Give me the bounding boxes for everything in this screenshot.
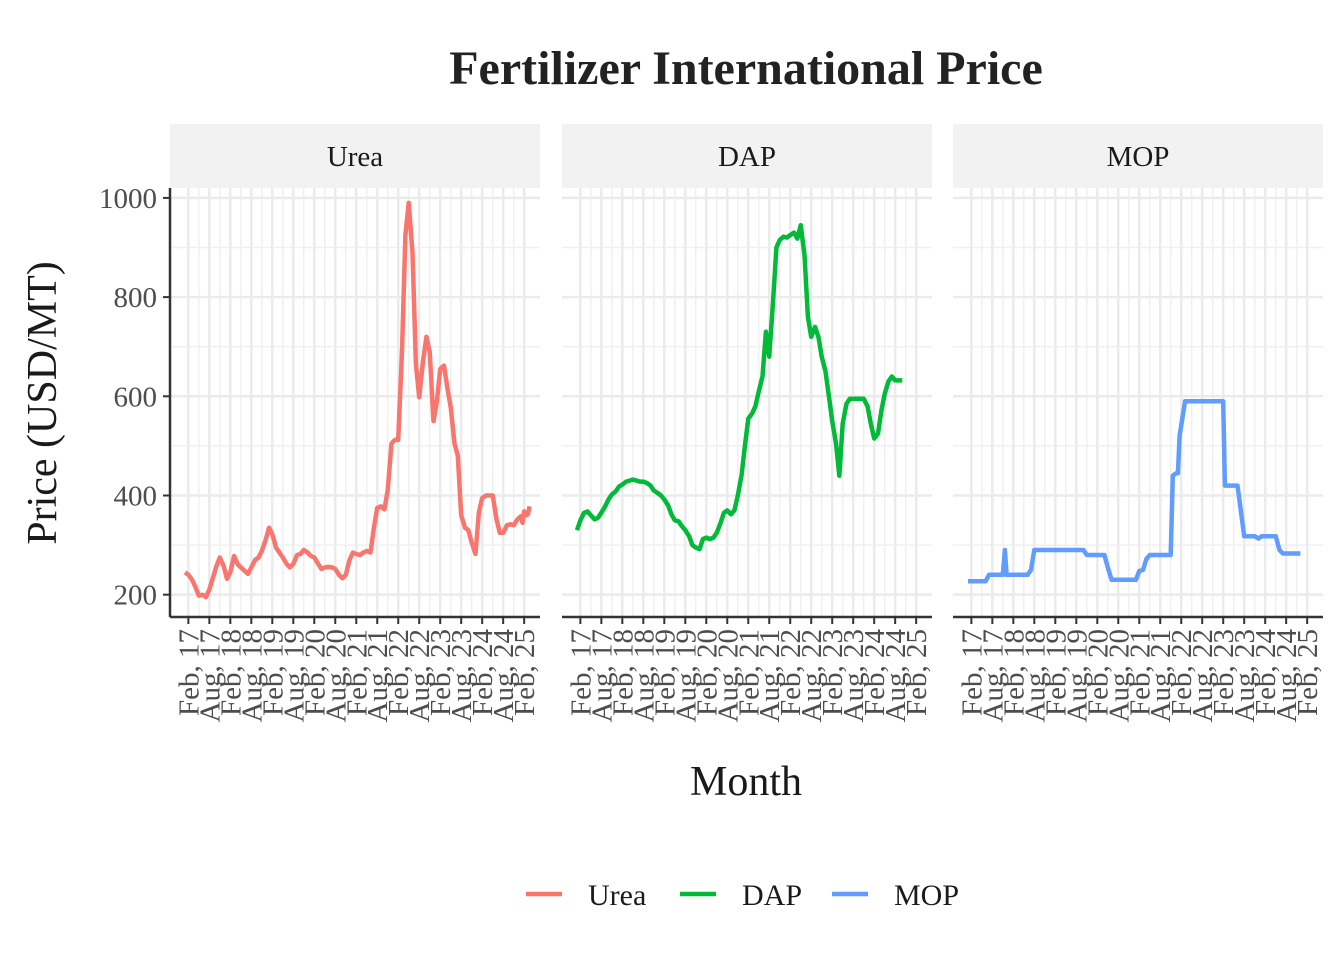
x-tick-label: Aug, 19 [1061, 629, 1093, 722]
x-tick-label: Feb, 17 [565, 629, 597, 716]
strip-label-urea: Urea [327, 141, 383, 173]
series-line-dap [574, 222, 903, 552]
series-line-mop [968, 399, 1301, 584]
x-tick-label: Feb, 17 [956, 629, 988, 716]
x-tick-label: Aug, 21 [1145, 629, 1177, 722]
chart-title: Fertilizer International Price [449, 42, 1043, 95]
x-tick-label: Feb, 21 [1124, 629, 1156, 716]
x-tick-label: Feb, 19 [257, 629, 289, 716]
x-tick-label: Feb, 17 [173, 629, 205, 716]
x-tick-label: Aug, 18 [628, 629, 660, 722]
legend: Urea DAP MOP [526, 879, 959, 912]
x-tick-label: Aug, 17 [586, 629, 618, 722]
x-tick-label: Aug, 23 [838, 629, 870, 722]
x-tick-label: Aug, 24 [488, 629, 520, 723]
y-axis: 200 400 600 800 1000 [99, 183, 172, 617]
series-line-urea [183, 200, 532, 600]
x-tick-label: Feb, 22 [1166, 629, 1198, 716]
strip-dap [562, 124, 932, 188]
x-tick-label: Aug, 18 [1019, 629, 1051, 722]
x-tick-label: Feb, 23 [817, 629, 849, 716]
x-tick-label: Feb, 23 [425, 629, 457, 716]
y-tick-label: 400 [114, 480, 158, 512]
x-tick-label: Feb, 19 [649, 629, 681, 716]
x-tick-label: Feb, 19 [1040, 629, 1072, 716]
x-tick-label: Aug, 17 [194, 629, 226, 722]
x-tick-label: Aug, 20 [320, 629, 352, 722]
x-tick-label: Feb, 25 [901, 629, 933, 716]
x-tick-label: Feb, 18 [215, 629, 247, 716]
x-tick-label: Feb, 25 [1292, 629, 1324, 716]
x-tick-label: Aug, 19 [670, 629, 702, 722]
x-tick-label: Aug, 21 [754, 629, 786, 722]
y-axis-title: Price (USD/MT) [20, 261, 66, 544]
x-tick-label: Feb, 21 [341, 629, 373, 716]
x-tick-label: Aug, 22 [796, 629, 828, 722]
x-tick-label: Aug, 21 [362, 629, 394, 722]
strip-mop [953, 124, 1323, 188]
x-tick-label: Aug, 18 [236, 629, 268, 722]
legend-label-mop: MOP [894, 879, 959, 912]
x-tick-label: Feb, 21 [733, 629, 765, 716]
y-tick-label: 600 [114, 381, 158, 413]
x-tick-label: Feb, 24 [859, 629, 891, 717]
x-tick-label: Aug, 17 [977, 629, 1009, 722]
x-tick-label: Aug, 20 [1103, 629, 1135, 722]
x-tick-label: Feb, 20 [299, 629, 331, 716]
x-tick-label: Feb, 18 [607, 629, 639, 716]
x-tick-label: Feb, 25 [509, 629, 541, 716]
x-tick-label: Aug, 24 [1271, 629, 1303, 723]
x-tick-label: Feb, 20 [1082, 629, 1114, 716]
x-tick-label: Aug, 20 [712, 629, 744, 722]
y-tick-label: 1000 [99, 183, 157, 215]
x-tick-label: Feb, 24 [1250, 629, 1282, 717]
x-tick-label: Aug, 24 [880, 629, 912, 723]
strip-label-mop: MOP [1107, 141, 1170, 173]
x-tick-label: Aug, 23 [446, 629, 478, 722]
x-tick-label: Feb, 23 [1208, 629, 1240, 716]
x-tick-label: Aug, 22 [404, 629, 436, 722]
y-tick-label: 200 [114, 580, 158, 612]
x-axis-title: Month [690, 759, 802, 805]
x-tick-label: Aug, 22 [1187, 629, 1219, 722]
legend-label-urea: Urea [588, 879, 646, 912]
x-tick-label: Feb, 22 [383, 629, 415, 716]
y-tick-label: 800 [114, 282, 158, 314]
x-tick-label: Feb, 18 [998, 629, 1030, 716]
strip-label-dap: DAP [718, 141, 776, 173]
x-tick-label: Feb, 22 [775, 629, 807, 716]
x-tick-label: Feb, 20 [691, 629, 723, 716]
x-tick-label: Feb, 24 [467, 629, 499, 717]
x-tick-label: Aug, 19 [278, 629, 310, 722]
legend-label-dap: DAP [742, 879, 802, 912]
strip-urea [170, 124, 540, 188]
x-tick-label: Aug, 23 [1229, 629, 1261, 722]
